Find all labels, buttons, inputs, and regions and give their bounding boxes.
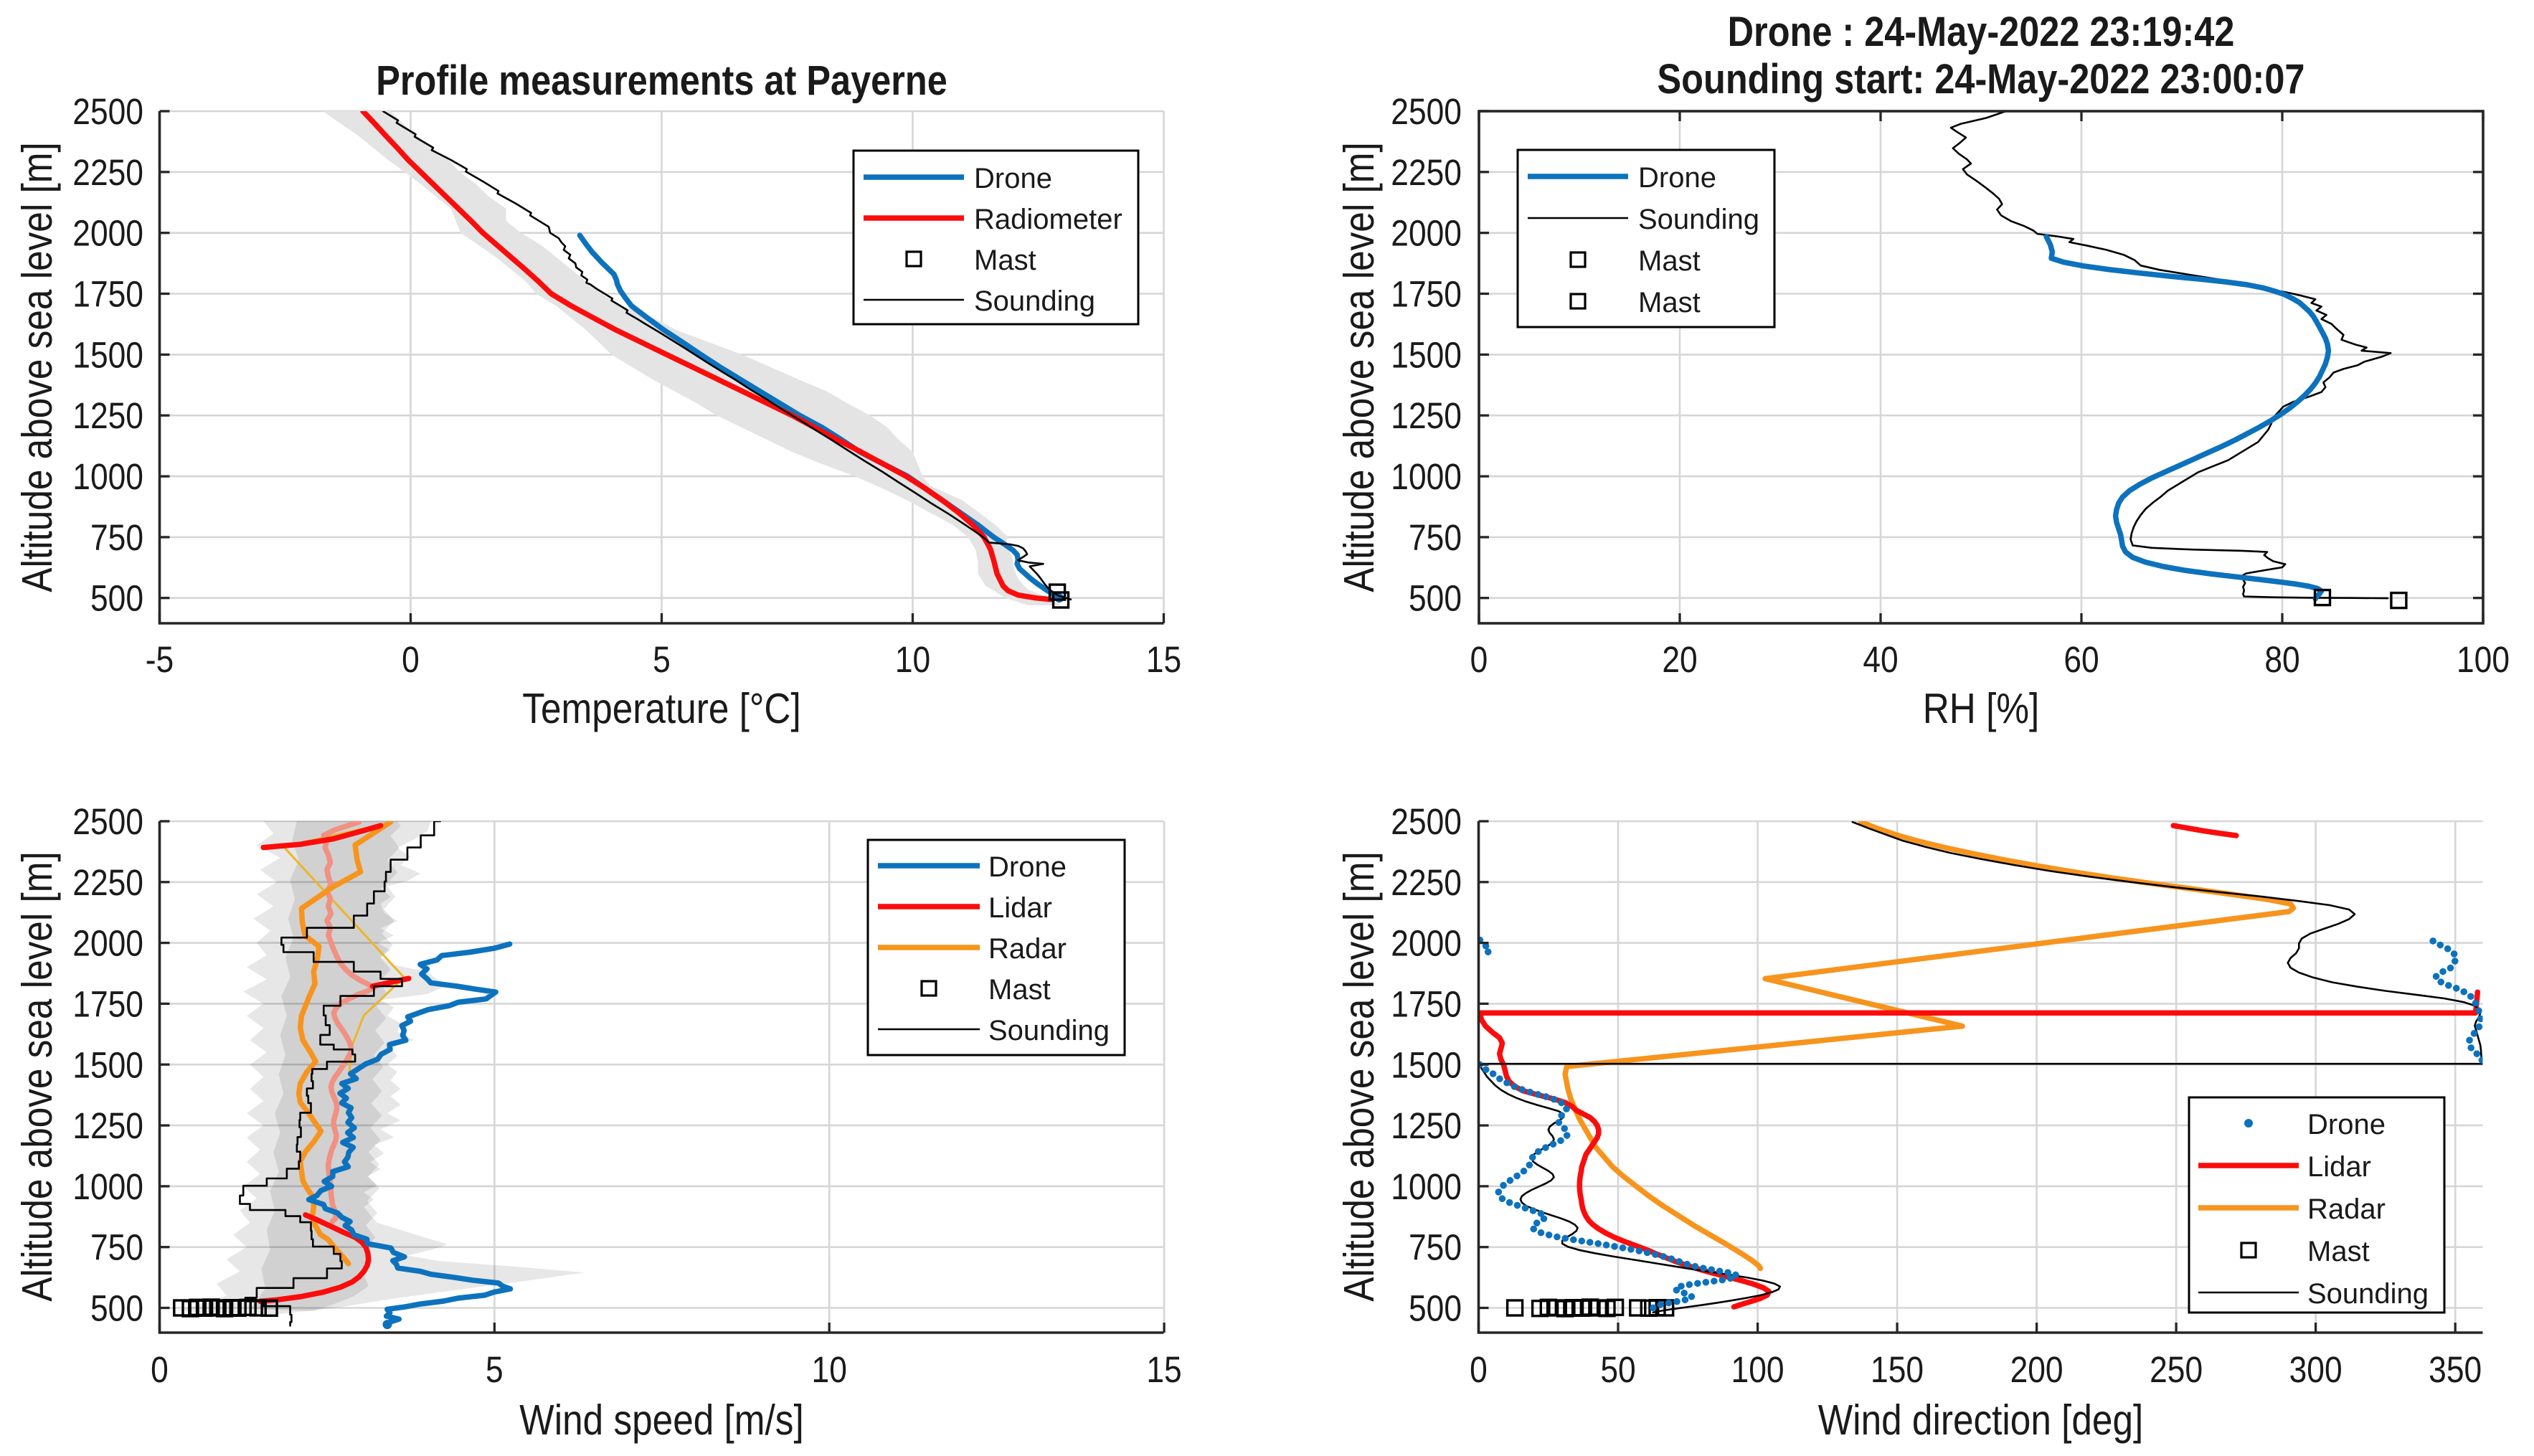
svg-text:Mast: Mast [1638,245,1701,277]
svg-text:2250: 2250 [72,153,143,194]
svg-text:2500: 2500 [72,802,143,843]
svg-text:750: 750 [1409,1228,1462,1269]
svg-text:15: 15 [1146,640,1181,681]
svg-text:Lidar: Lidar [988,892,1052,924]
svg-text:1000: 1000 [1391,457,1462,498]
svg-text:200: 200 [2010,1350,2063,1391]
svg-text:Mast: Mast [1638,287,1701,318]
svg-text:2500: 2500 [1391,802,1462,843]
svg-text:500: 500 [90,579,143,620]
svg-text:750: 750 [90,1228,143,1269]
svg-text:100: 100 [2457,640,2510,681]
svg-text:2250: 2250 [72,863,143,904]
svg-text:1750: 1750 [1391,985,1462,1026]
svg-text:1750: 1750 [72,275,143,316]
svg-text:1000: 1000 [72,457,143,498]
svg-text:1250: 1250 [72,396,143,437]
svg-text:Mast: Mast [974,245,1036,276]
svg-text:RH [%]: RH [%] [1923,685,2040,732]
svg-text:750: 750 [90,518,143,559]
svg-text:500: 500 [1409,579,1462,620]
svg-text:Lidar: Lidar [2307,1151,2371,1183]
svg-text:2250: 2250 [1391,863,1462,904]
svg-text:Sounding: Sounding [974,285,1095,317]
svg-text:50: 50 [1600,1350,1635,1391]
svg-text:Temperature [°C]: Temperature [°C] [522,685,800,732]
svg-text:1750: 1750 [72,985,143,1026]
svg-text:500: 500 [1409,1289,1462,1330]
svg-text:Wind speed [m/s]: Wind speed [m/s] [519,1396,803,1444]
svg-text:100: 100 [1731,1350,1784,1391]
svg-text:Drone: Drone [1638,162,1716,194]
svg-text:1500: 1500 [1391,336,1462,377]
svg-text:0: 0 [151,1350,169,1391]
svg-text:1000: 1000 [1391,1167,1462,1208]
svg-text:Mast: Mast [2307,1236,2370,1267]
svg-text:2000: 2000 [1391,924,1462,965]
svg-text:Altitude above sea level [m]: Altitude above sea level [m] [14,142,61,592]
svg-text:60: 60 [2063,640,2099,681]
svg-text:15: 15 [1146,1350,1181,1391]
svg-text:Profile measurements at Payern: Profile measurements at Payerne [376,57,947,104]
svg-text:0: 0 [402,640,420,681]
svg-text:Radar: Radar [2307,1193,2386,1225]
svg-text:250: 250 [2150,1350,2203,1391]
svg-text:2000: 2000 [72,924,143,965]
svg-text:Sounding: Sounding [988,1015,1110,1046]
svg-text:40: 40 [1863,640,1898,681]
svg-text:0: 0 [1470,640,1488,681]
svg-text:1750: 1750 [1391,275,1462,316]
svg-text:Sounding: Sounding [1638,204,1759,235]
svg-text:750: 750 [1409,518,1462,559]
svg-text:1250: 1250 [1391,1106,1462,1147]
svg-text:2000: 2000 [1391,214,1462,255]
svg-text:0: 0 [1470,1350,1488,1391]
svg-text:1500: 1500 [72,336,143,377]
svg-text:1500: 1500 [1391,1045,1462,1086]
svg-text:500: 500 [90,1289,143,1330]
svg-text:150: 150 [1871,1350,1924,1391]
svg-text:Drone : 24-May-2022 23:19:42: Drone : 24-May-2022 23:19:42 [1728,9,2235,55]
svg-text:Altitude above sea level [m]: Altitude above sea level [m] [1335,851,1383,1302]
svg-text:Altitude above sea level [m]: Altitude above sea level [m] [14,851,61,1302]
svg-text:5: 5 [486,1350,504,1391]
svg-text:350: 350 [2429,1350,2482,1391]
svg-text:-5: -5 [146,640,174,681]
svg-text:Drone: Drone [2307,1109,2386,1140]
svg-text:1000: 1000 [72,1167,143,1208]
svg-text:10: 10 [812,1350,847,1391]
svg-text:Sounding: Sounding [2307,1278,2429,1310]
svg-text:2500: 2500 [72,92,143,133]
svg-text:Drone: Drone [988,851,1067,883]
svg-text:1250: 1250 [1391,396,1462,437]
svg-text:Drone: Drone [974,163,1052,194]
svg-text:Altitude above sea level [m]: Altitude above sea level [m] [1335,142,1383,592]
svg-text:1500: 1500 [72,1045,143,1086]
svg-text:2500: 2500 [1391,92,1462,133]
svg-text:Mast: Mast [988,974,1051,1006]
svg-text:2000: 2000 [72,214,143,255]
svg-text:10: 10 [895,640,930,681]
svg-text:Radiometer: Radiometer [974,204,1122,235]
svg-text:300: 300 [2289,1350,2342,1391]
svg-text:5: 5 [653,640,671,681]
svg-text:2250: 2250 [1391,153,1462,194]
svg-text:20: 20 [1662,640,1697,681]
svg-text:Wind direction [deg]: Wind direction [deg] [1818,1396,2144,1444]
svg-text:1250: 1250 [72,1106,143,1147]
svg-text:Sounding start: 24-May-2022 23: Sounding start: 24-May-2022 23:00:07 [1658,56,2305,103]
svg-text:80: 80 [2264,640,2299,681]
svg-text:Radar: Radar [988,933,1067,965]
